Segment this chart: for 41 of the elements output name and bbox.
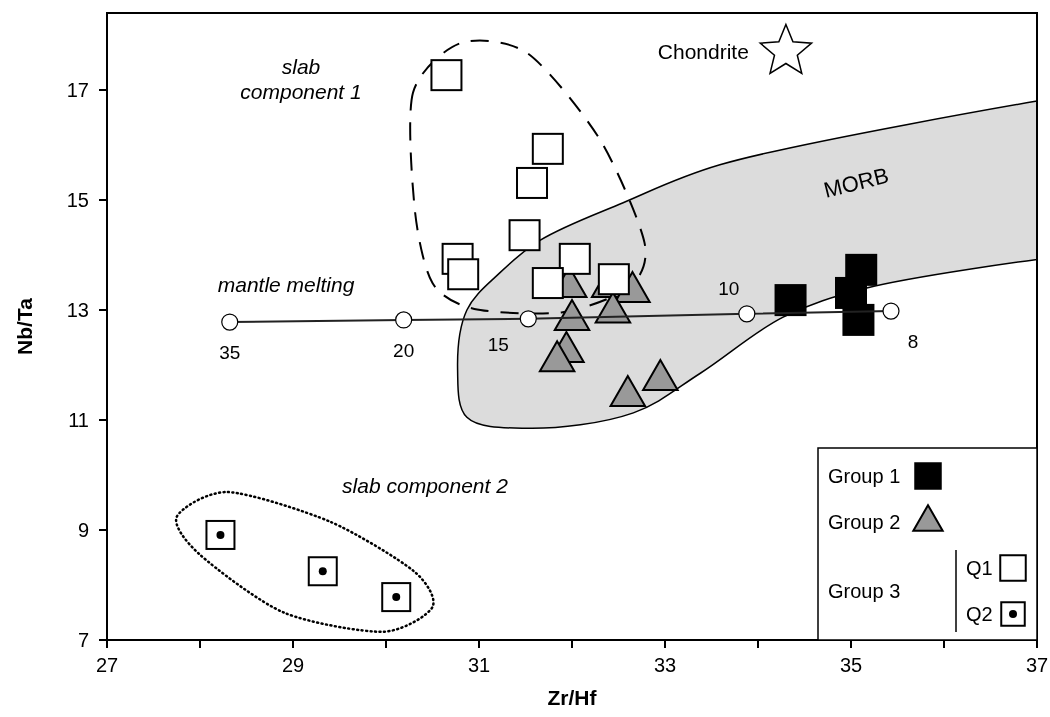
annotation: slab component 2: [342, 474, 509, 497]
legend-label: Q1: [966, 557, 993, 579]
point: [531, 267, 564, 300]
legend-label: Group 1: [828, 465, 901, 487]
y-axis-title: Nb/Ta: [13, 297, 36, 355]
annotation: MORB: [821, 162, 892, 203]
point: [395, 311, 413, 329]
point: [842, 303, 875, 336]
annotation: 35: [219, 341, 241, 363]
annotation: 10: [718, 277, 740, 299]
x-tick-label: 27: [95, 654, 119, 676]
y-tick-label: 17: [66, 79, 89, 101]
legend-label: Group 2: [828, 511, 901, 533]
x-axis-title: Zr/Hf: [547, 686, 598, 709]
annotation: 15: [487, 334, 509, 356]
legend-label: Q2: [966, 603, 993, 625]
point: [597, 263, 630, 296]
x-tick-label: 37: [1025, 654, 1049, 676]
point: [774, 284, 807, 317]
point: [381, 582, 412, 613]
y-tick-label: 11: [68, 409, 89, 431]
y-tick-label: 9: [77, 519, 89, 541]
series-label: Chondrite: [657, 39, 749, 63]
point: [759, 23, 813, 75]
x-tick-label: 29: [281, 654, 305, 676]
series-label: mantle melting: [217, 273, 355, 297]
annotation: slab component 1: [240, 55, 362, 104]
point: [738, 305, 756, 323]
annotation: 8: [907, 330, 919, 352]
y-tick-label: 13: [66, 299, 89, 321]
point: [519, 310, 537, 328]
annotation: Group 3: [828, 580, 901, 602]
x-tick-label: 33: [653, 654, 677, 676]
point: [558, 242, 591, 275]
x-tick-label: 31: [467, 654, 491, 676]
y-tick-label: 15: [66, 189, 89, 211]
point: [205, 519, 236, 550]
y-tick-label: 7: [77, 629, 89, 651]
point: [307, 556, 338, 587]
annotation: 20: [393, 339, 415, 361]
x-tick-label: 35: [839, 654, 863, 676]
